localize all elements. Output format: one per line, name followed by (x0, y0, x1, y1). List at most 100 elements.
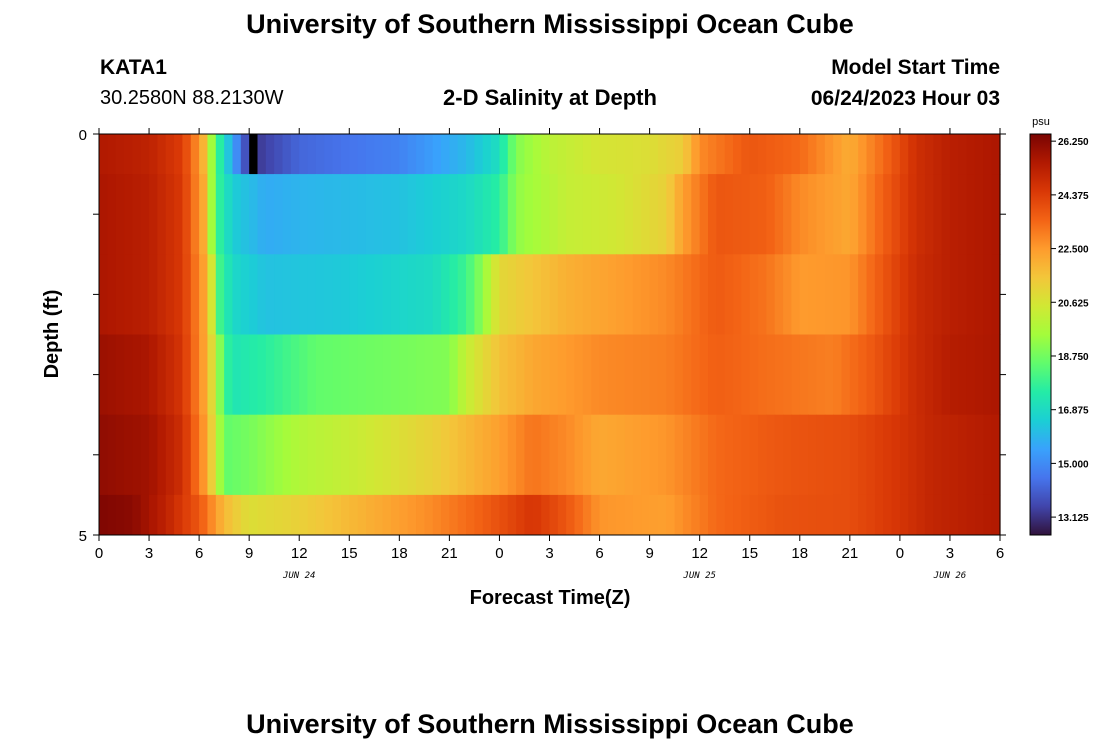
heatmap-cell (307, 334, 317, 416)
colorbar-tick-label: 18.750 (1058, 352, 1089, 363)
y-axis: 05 (79, 127, 1006, 545)
heatmap-cell (349, 254, 359, 335)
heatmap-cell (816, 334, 826, 416)
heatmap-cell (816, 414, 826, 496)
heatmap-cell (499, 254, 509, 335)
heatmap-cell (466, 494, 476, 536)
heatmap-cell (199, 254, 209, 335)
heatmap-cell (799, 174, 809, 255)
heatmap-cell (607, 174, 617, 255)
heatmap-cell (657, 334, 667, 416)
heatmap-cell (382, 334, 392, 416)
heatmap-cell (474, 414, 484, 496)
heatmap-cell (207, 414, 217, 496)
heatmap-cell (708, 334, 717, 416)
heatmap-cell (582, 174, 592, 255)
heatmap-cell (499, 334, 509, 416)
heatmap-cell (691, 174, 701, 255)
heatmap-cell (182, 334, 192, 416)
heatmap-cell (115, 494, 125, 536)
heatmap-cell (174, 134, 184, 175)
heatmap-cell (257, 134, 267, 175)
date-label: JUN 25 (682, 571, 716, 581)
heatmap-cell (657, 134, 667, 175)
heatmap-cell (349, 334, 359, 416)
heatmap-cell (357, 414, 367, 496)
heatmap-cell (774, 414, 784, 496)
heatmap-cell (716, 134, 726, 175)
heatmap-cell (991, 254, 1001, 335)
heatmap-cell (432, 334, 442, 416)
heatmap-cell (149, 254, 158, 335)
heatmap-cell (941, 494, 951, 536)
heatmap-cell (315, 174, 325, 255)
heatmap-cell (482, 254, 492, 335)
heatmap-cell (249, 254, 259, 335)
heatmap-cell (249, 134, 259, 175)
heatmap-cell (983, 494, 993, 536)
heatmap-cell (858, 134, 868, 175)
heatmap-cell (891, 414, 901, 496)
heatmap-cell (741, 174, 751, 255)
heatmap-cell (616, 334, 626, 416)
heatmap-cell (966, 254, 976, 335)
heatmap-cell (190, 254, 200, 335)
heatmap-cell (966, 174, 976, 255)
heatmap-cell (849, 334, 859, 416)
y-tick-label: 5 (79, 528, 87, 545)
heatmap-cell (666, 134, 676, 175)
heatmap-cell (666, 334, 676, 416)
footer-title: University of Southern Mississippi Ocean… (246, 709, 854, 739)
heatmap-cell (733, 414, 742, 496)
heatmap-cell (374, 134, 384, 175)
heatmap-cell (232, 134, 242, 175)
heatmap-cell (841, 254, 851, 335)
date-label: JUN 26 (933, 571, 967, 581)
heatmap-cell (274, 494, 284, 536)
heatmap-cell (933, 134, 943, 175)
heatmap-cell (808, 494, 818, 536)
heatmap-cell (808, 414, 818, 496)
heatmap-cell (933, 334, 943, 416)
heatmap-cell (741, 334, 751, 416)
heatmap-cell (307, 414, 317, 496)
x-tick-label: 6 (996, 545, 1004, 562)
heatmap-cell (849, 494, 859, 536)
heatmap-cell (916, 494, 926, 536)
heatmap-cell (424, 254, 434, 335)
heatmap-cell (933, 254, 943, 335)
heatmap-cell (140, 174, 150, 255)
heatmap-cell (991, 334, 1001, 416)
date-labels: JUN 24 JUN 25 JUN 26 (282, 571, 966, 581)
heatmap-cell (582, 134, 592, 175)
heatmap-cell (591, 414, 601, 496)
heatmap-cell (591, 174, 601, 255)
heatmap-cell (249, 494, 259, 536)
heatmap-cell (474, 494, 484, 536)
heatmap-cell (682, 414, 692, 496)
heatmap-cell (649, 134, 659, 175)
x-tick-label: 0 (95, 545, 103, 562)
heatmap-cell (107, 494, 117, 536)
heatmap-cell (424, 494, 434, 536)
heatmap-cell (199, 334, 209, 416)
heatmap-cell (449, 134, 459, 175)
heatmap-cell (324, 254, 334, 335)
heatmap-cell (682, 254, 692, 335)
heatmap-cell (390, 174, 400, 255)
heatmap-cell (365, 134, 375, 175)
heatmap-cell (691, 254, 701, 335)
heatmap-cell (824, 334, 834, 416)
heatmap-cell (99, 334, 108, 416)
heatmap-cell (958, 494, 968, 536)
heatmap-cell (866, 254, 876, 335)
heatmap-cell (974, 174, 984, 255)
heatmap-cell (449, 414, 459, 496)
heatmap-cell (941, 414, 951, 496)
heatmap-cell (491, 494, 501, 536)
heatmap-cell (132, 174, 142, 255)
heatmap-cell (240, 334, 250, 416)
heatmap-cell (783, 334, 793, 416)
heatmap-cell (324, 134, 334, 175)
heatmap-cell (549, 254, 559, 335)
